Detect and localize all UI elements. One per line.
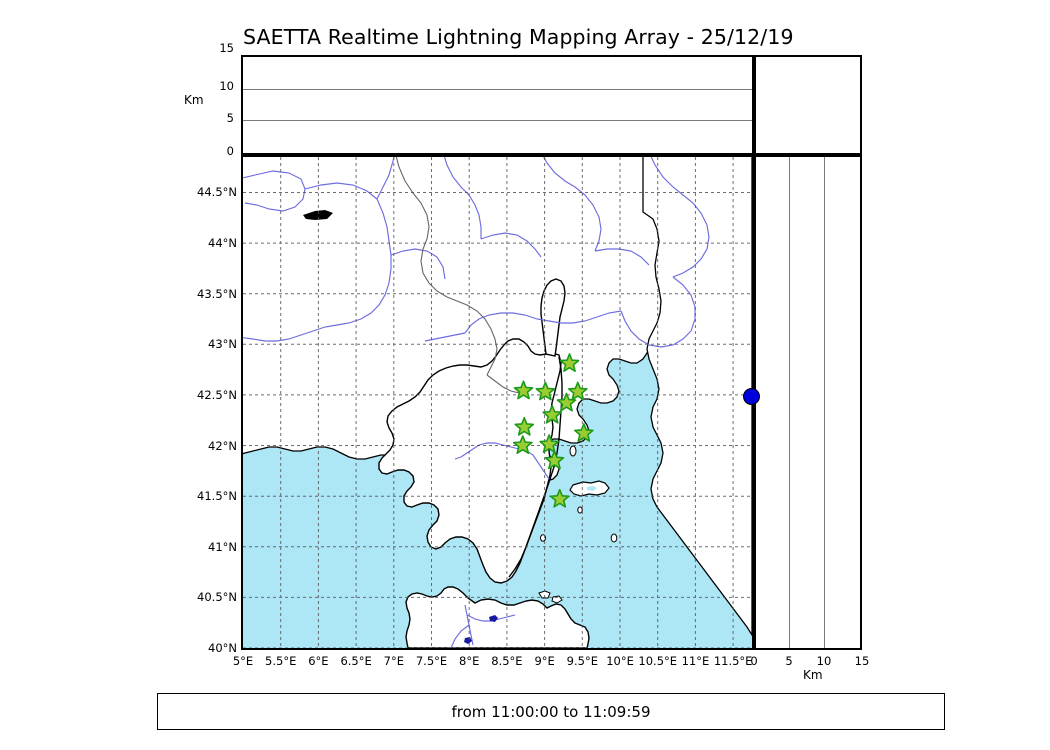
lat-tick-40-5: 40.5°N [197,590,237,605]
lma-station-markers[interactable] [512,353,594,508]
top-panel-ytick-15: 15 [219,41,234,55]
lat-tick-40: 40°N [208,641,237,655]
map-gridlines [243,157,752,648]
cap-corse [540,278,566,357]
right-panel-axis-label: Km [803,668,823,682]
altitude-latitude-panel [754,155,862,650]
lon-tick-9: 9°E [534,654,555,668]
status-bar: from 11:00:00 to 11:09:59 [157,693,945,730]
top-panel-axis-label: Km [184,93,204,107]
lma-station-star[interactable] [549,488,570,508]
elba-detail [587,486,597,491]
lon-tick-10-5: 10.5°E [638,654,678,668]
lat-tick-44-5: 44.5°N [197,185,237,200]
lma-station-star[interactable] [542,404,563,424]
map-graphics [243,157,752,648]
lat-tick-41-5: 41.5°N [197,489,237,504]
right-panel-xtick-15: 15 [854,654,870,668]
right-panel-gridline-5km [789,157,790,648]
lake-marker [489,615,498,622]
lon-tick-7-5: 7.5°E [415,654,448,668]
lon-tick-7: 7°E [383,654,404,668]
lake-marker-2 [464,637,472,644]
montecristo-island [610,533,618,543]
lon-tick-8-5: 8.5°E [491,654,523,668]
lma-station-star[interactable] [512,435,533,455]
lat-tick-43: 43°N [208,337,237,352]
lma-station-star[interactable] [574,423,594,442]
top-panel-gridline-10km [243,89,752,90]
top-corner-panel [754,55,862,155]
lon-tick-11-5: 11.5°E [713,654,753,668]
lon-tick-10: 10°E [606,654,634,668]
lon-tick-6: 6°E [308,654,329,668]
right-panel-xtick-0: 0 [750,654,758,668]
lat-tick-42-5: 42.5°N [197,387,237,402]
maddalena-islands [538,590,563,604]
lon-tick-5-5: 5.5°E [265,654,297,668]
time-range-text: from 11:00:00 to 11:09:59 [451,702,651,721]
gorgona-island [577,506,583,514]
lon-tick-8: 8°E [459,654,480,668]
top-panel-ytick-10: 10 [219,79,234,93]
lon-tick-5: 5°E [232,654,254,668]
lma-station-star[interactable] [559,353,580,373]
lat-tick-42: 42°N [208,438,237,453]
top-panel-gridline-5km [243,120,752,121]
capraia-island [569,445,577,457]
coastline-group [243,157,752,648]
lat-tick-41: 41°N [208,539,237,554]
map-panel[interactable] [241,155,754,650]
top-panel-ytick-0: 0 [226,144,234,158]
lma-station-star[interactable] [513,380,534,400]
lon-tick-6-5: 6.5°E [340,654,372,668]
lma-station-star[interactable] [535,381,556,401]
lma-station-star[interactable] [556,392,577,412]
altitude-longitude-panel [241,55,754,155]
lma-station-star[interactable] [567,381,588,401]
tuscan-coast [642,157,752,637]
right-panel-xtick-10: 10 [816,654,832,668]
right-panel-xtick-5: 5 [785,654,793,668]
lma-station-star[interactable] [544,450,565,470]
lma-station-star[interactable] [514,417,535,436]
lon-tick-11: 11°E [681,654,710,668]
lon-tick-9-5: 9.5°E [566,654,598,668]
lat-tick-44: 44°N [208,236,237,251]
lma-station-star[interactable] [539,434,559,453]
lake-marker-3 [303,210,333,220]
page-title: SAETTA Realtime Lightning Mapping Array … [243,25,794,49]
top-panel-ytick-5: 5 [226,111,234,125]
vhf-source-marker[interactable] [743,387,761,405]
right-panel-gridline-10km [824,157,825,648]
lat-tick-43-5: 43.5°N [197,286,237,301]
